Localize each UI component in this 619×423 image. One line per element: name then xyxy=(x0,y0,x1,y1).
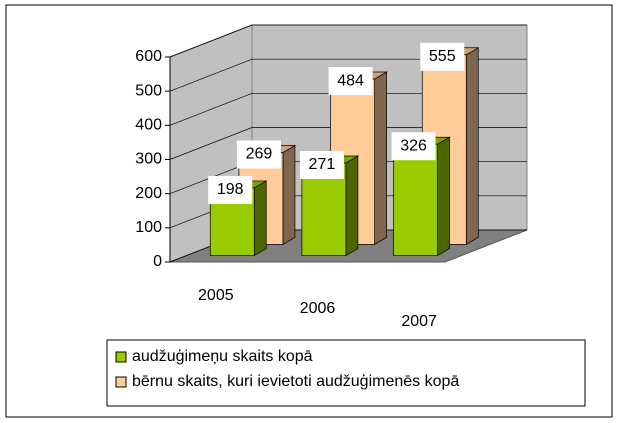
legend-label: bērnu skaits, kuri ievietoti audžuģimenē… xyxy=(132,372,459,390)
value-label-box xyxy=(236,140,281,169)
value-label-box xyxy=(328,67,373,96)
y-tick-label: 200 xyxy=(135,185,162,202)
y-tick-label: 0 xyxy=(153,253,162,270)
value-label: 555 xyxy=(429,48,456,65)
bar-side xyxy=(374,71,387,246)
y-tick-label: 400 xyxy=(135,117,162,134)
bar-side xyxy=(465,47,479,246)
x-tick-label: 2006 xyxy=(300,300,336,317)
value-label: 269 xyxy=(246,146,273,163)
bar-side xyxy=(345,155,359,257)
value-label-box xyxy=(420,42,465,71)
x-tick-label: 2007 xyxy=(401,313,437,330)
legend-swatch xyxy=(115,376,127,388)
bar-side xyxy=(253,180,267,257)
bar-side xyxy=(282,144,296,246)
grid-line xyxy=(169,24,527,58)
y-tick-label: 600 xyxy=(135,48,162,65)
value-label: 198 xyxy=(217,181,244,198)
legend-box xyxy=(106,339,586,407)
bar xyxy=(393,143,438,256)
value-label-box xyxy=(208,175,253,204)
y-tick-label: 100 xyxy=(135,219,162,236)
x-tick-label: 2005 xyxy=(198,287,234,304)
value-label-box xyxy=(391,132,436,161)
y-tick-label: 300 xyxy=(135,151,162,168)
legend-label: audžuģimeņu skaits kopā xyxy=(132,347,313,365)
legend-swatch xyxy=(115,351,127,363)
bar-side xyxy=(437,136,450,257)
value-label-box xyxy=(299,151,344,180)
value-label: 484 xyxy=(337,72,364,89)
y-tick-label: 500 xyxy=(135,82,162,99)
value-label: 271 xyxy=(309,156,336,173)
value-label: 326 xyxy=(400,137,427,154)
